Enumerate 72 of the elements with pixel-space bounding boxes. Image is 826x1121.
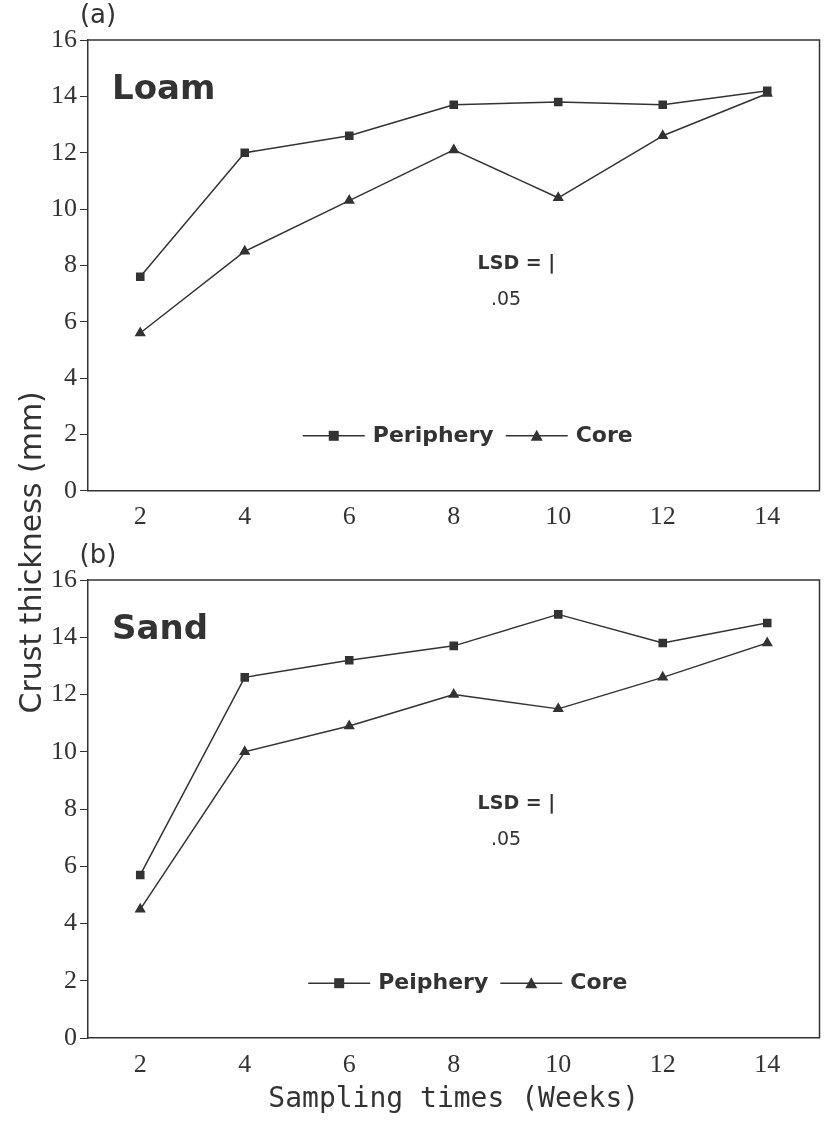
y-tick-label: 10 — [51, 192, 77, 222]
annotation: Loam — [112, 66, 216, 107]
text: (a) — [79, 0, 117, 29]
point — [135, 272, 145, 281]
x-tick-label: 10 — [545, 501, 572, 531]
x-tick-label: 6 — [342, 501, 356, 531]
y-tick-label: 16 — [51, 23, 77, 53]
y-tick-label: 2 — [64, 964, 77, 994]
x-tick-label: 14 — [754, 501, 781, 531]
point — [553, 97, 563, 107]
point — [344, 194, 355, 204]
point — [239, 245, 250, 255]
y-tick-label: 10 — [51, 735, 77, 765]
point — [448, 688, 459, 698]
annotation: LSD = | — [477, 250, 556, 274]
legend-label: Peiphery — [378, 968, 489, 994]
point — [344, 131, 354, 141]
x-tick-label: 10 — [545, 1048, 572, 1078]
point — [344, 720, 355, 730]
y-tick-label: 14 — [51, 80, 77, 110]
point — [658, 638, 668, 648]
y-tick-label: 16 — [51, 563, 77, 593]
x-tick-label: 4 — [238, 1048, 252, 1078]
x-tick-label: 12 — [649, 501, 676, 531]
point — [762, 637, 773, 647]
annotation: .05 — [490, 826, 522, 849]
y-tick-label: 2 — [64, 418, 77, 448]
x-tick-label: 14 — [754, 1048, 781, 1078]
point — [658, 100, 668, 110]
point — [448, 144, 459, 154]
x-tick-label: 6 — [342, 1048, 356, 1078]
x-tick-label: 8 — [447, 1048, 461, 1078]
point — [135, 327, 146, 337]
y-tick-label: 8 — [64, 792, 77, 822]
point — [344, 655, 354, 665]
annotation: .05 — [490, 286, 522, 309]
point — [553, 610, 563, 619]
x-tick-label: 4 — [238, 501, 252, 531]
point — [239, 746, 250, 756]
point — [135, 903, 146, 913]
legend-label: Core — [575, 421, 633, 447]
x-tick-label: 8 — [447, 501, 461, 531]
y-tick-label: 14 — [51, 621, 77, 651]
legend-label: Periphery — [372, 421, 494, 447]
point — [135, 870, 145, 880]
y-tick-label: 0 — [64, 474, 77, 504]
y-tick-label: 6 — [64, 305, 77, 335]
y-tick-label: 4 — [64, 907, 77, 937]
y-tick-label: 4 — [64, 361, 77, 391]
annotation: LSD = | — [477, 790, 556, 814]
text: (b) — [79, 538, 117, 569]
y-tick-label: 0 — [64, 1022, 77, 1052]
point — [657, 671, 668, 681]
point — [553, 703, 564, 713]
x-tick-label: 2 — [133, 501, 147, 531]
legend-label: Core — [570, 968, 628, 994]
y-axis-title: Crust thickness (mm) — [12, 391, 48, 714]
x-tick-label: 2 — [133, 1048, 147, 1078]
y-tick-label: 12 — [51, 136, 77, 166]
point — [240, 673, 250, 682]
point — [240, 148, 250, 157]
annotation: Sand — [112, 606, 208, 647]
point — [449, 100, 459, 110]
x-tick-label: 12 — [649, 1048, 676, 1078]
x-axis-title: Sampling times (Weeks) — [268, 1081, 640, 1115]
point — [553, 192, 564, 202]
point — [449, 641, 459, 651]
point — [657, 130, 668, 140]
y-tick-label: 12 — [51, 678, 77, 708]
y-tick-label: 6 — [64, 850, 77, 880]
point — [762, 618, 772, 628]
y-tick-label: 8 — [64, 249, 77, 279]
